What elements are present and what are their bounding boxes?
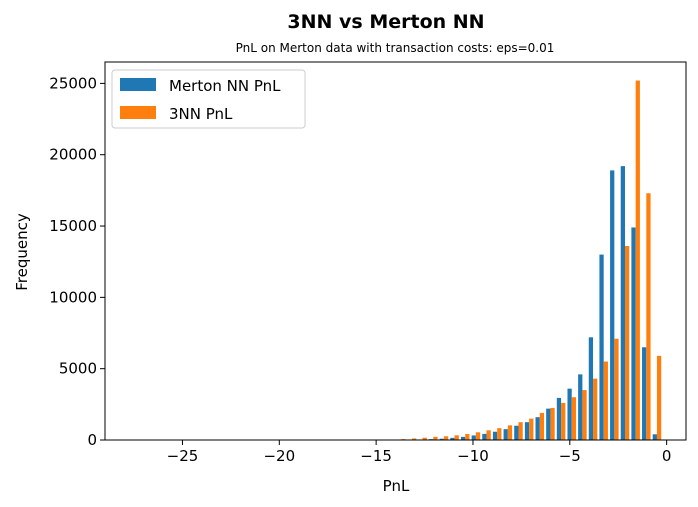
y-tick-label: 0	[87, 431, 97, 449]
histogram-bar	[486, 430, 491, 440]
histogram-bar	[603, 361, 608, 440]
histogram-bar	[614, 338, 619, 440]
x-tick-label: −10	[457, 447, 489, 465]
histogram-bar	[642, 347, 647, 440]
histogram-bar	[646, 193, 651, 440]
x-tick-label: −15	[360, 447, 392, 465]
histogram-bar	[529, 418, 534, 440]
histogram-bar	[454, 435, 459, 440]
histogram-bar	[625, 246, 630, 440]
axes-layer: −25 −20 −15 −10 −5 0 0 5000 10000 15000 20000 25000	[49, 61, 687, 465]
x-tick-label: −5	[559, 447, 581, 465]
histogram-bar	[475, 432, 481, 440]
histogram-bar	[503, 429, 508, 440]
histogram-bar	[610, 170, 615, 440]
histogram-bar	[422, 437, 427, 440]
histogram-bar	[656, 355, 662, 440]
histogram-bar	[578, 374, 583, 440]
legend-label-merton: Merton NN PnL	[169, 77, 281, 95]
histogram-bar	[631, 227, 636, 440]
chart-title: 3NN vs Merton NN	[287, 11, 484, 33]
histogram-bar	[471, 435, 476, 440]
histogram-bar	[482, 433, 487, 440]
y-tick-label: 15000	[49, 217, 97, 235]
legend-box	[111, 69, 306, 129]
histogram-bar	[518, 422, 523, 440]
histogram-bar	[443, 436, 449, 440]
histogram-bar	[556, 397, 562, 440]
y-tick-label: 10000	[49, 288, 97, 306]
chart-subtitle: PnL on Merton data with transaction cost…	[236, 41, 555, 55]
histogram-bar	[535, 417, 540, 440]
histogram-bar	[465, 434, 470, 440]
plot-frame	[104, 61, 687, 441]
histogram-bar	[539, 412, 545, 440]
histogram-bar	[652, 434, 657, 440]
histogram-bar	[571, 397, 576, 440]
histogram-bar	[514, 425, 519, 440]
histogram-bar	[599, 254, 604, 440]
histogram-bar	[567, 388, 572, 440]
y-axis-label: Frequency	[13, 213, 31, 291]
x-tick-label: −20	[263, 447, 295, 465]
histogram-bar	[507, 425, 513, 440]
histogram-bar	[411, 438, 417, 440]
histogram-bar	[550, 407, 555, 440]
histogram-bar	[450, 437, 455, 440]
y-tick-label: 20000	[49, 146, 97, 164]
histogram-bar	[460, 436, 466, 440]
histogram-bar	[433, 436, 438, 440]
histogram-bar	[546, 408, 551, 440]
y-tick-label: 25000	[49, 74, 97, 92]
histogram-bar	[524, 422, 530, 440]
histogram-bar	[561, 402, 566, 440]
histogram-bar	[582, 390, 587, 440]
histogram-bar	[588, 337, 594, 440]
histogram-bar	[593, 378, 598, 440]
legend: Merton NN PnL 3NN PnL	[111, 69, 306, 129]
histogram-bar	[497, 428, 502, 440]
histogram-bar	[439, 438, 444, 440]
histogram-bar	[635, 80, 640, 440]
legend-swatch-merton	[120, 78, 156, 91]
x-axis-label: PnL	[383, 477, 410, 495]
x-tick-label: 0	[662, 447, 672, 465]
histogram-bar	[492, 431, 498, 440]
y-tick-label: 5000	[59, 360, 97, 378]
legend-label-3nn: 3NN PnL	[169, 105, 233, 123]
x-tick-label: −25	[167, 447, 199, 465]
bar-layer	[390, 80, 662, 440]
legend-swatch-3nn	[120, 106, 156, 119]
histogram-bar	[620, 166, 625, 440]
